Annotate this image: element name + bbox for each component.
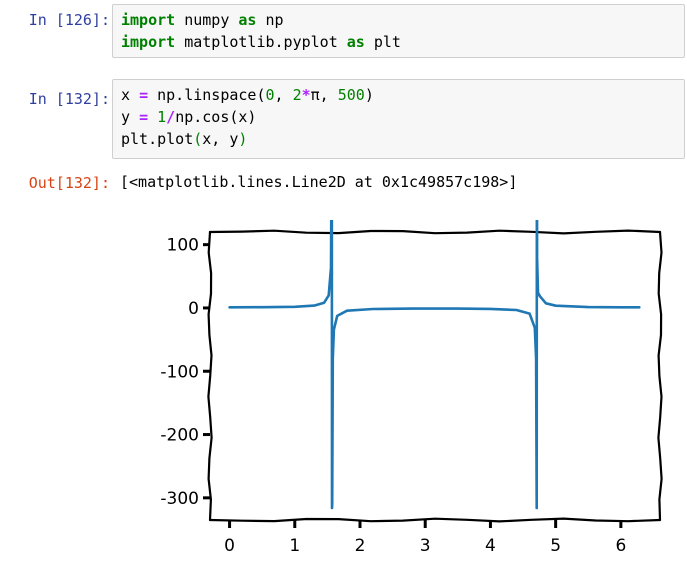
code-line: plt.plot(x, y) xyxy=(121,128,676,150)
x-tick-label: 3 xyxy=(420,536,431,556)
code-token: ) xyxy=(238,130,248,148)
code-line: y = 1/np.cos(x) xyxy=(121,106,676,128)
code-token: np xyxy=(256,11,284,29)
output-prompt: Out[132]: xyxy=(28,174,110,192)
cell-2-prompt: In [132]: xyxy=(28,90,110,108)
y-tick-label: 0 xyxy=(188,299,199,319)
code-token: , xyxy=(274,86,293,104)
output-text: [<matplotlib.lines.Line2D at 0x1c49857c1… xyxy=(120,173,518,191)
code-line: import numpy as np xyxy=(121,9,676,31)
series-line xyxy=(228,220,641,510)
code-token: as xyxy=(238,11,257,29)
code-token: π, xyxy=(310,86,338,104)
code-token: = xyxy=(139,108,149,126)
axes-frame-right xyxy=(657,230,663,522)
code-line: x = np.linspace(0, 2*π, 500) xyxy=(121,84,676,106)
code-cell-1[interactable]: import numpy as np import matplotlib.pypl… xyxy=(112,4,685,58)
y-tick-label: -100 xyxy=(160,362,199,382)
cell-1-prompt: In [126]: xyxy=(28,11,110,29)
code-token: = xyxy=(139,86,149,104)
code-cell-2[interactable]: x = np.linspace(0, 2*π, 500) y = 1/np.cos… xyxy=(112,79,685,159)
axes-frame-top xyxy=(208,229,662,235)
code-token: x, y xyxy=(202,130,239,148)
code-token: 0 xyxy=(265,86,275,104)
code-line: import matplotlib.pyplot as plt xyxy=(121,31,676,53)
axes-frame-left xyxy=(207,230,213,522)
code-token: * xyxy=(301,86,311,104)
code-token: y xyxy=(121,108,140,126)
code-token: 1 xyxy=(157,108,167,126)
y-tick-label: -300 xyxy=(160,489,199,509)
x-tick-label: 5 xyxy=(550,536,561,556)
x-tick-label: 4 xyxy=(485,536,496,556)
x-tick-label: 2 xyxy=(355,536,366,556)
axes-frame-bottom xyxy=(208,517,662,523)
code-token: as xyxy=(346,33,365,51)
code-token: 2 xyxy=(292,86,302,104)
code-token: matplotlib.pyplot xyxy=(175,33,347,51)
code-token: ( xyxy=(193,130,203,148)
code-token: x xyxy=(121,86,140,104)
code-token: plt.plot xyxy=(121,130,194,148)
code-token: numpy xyxy=(175,11,239,29)
code-token: ) xyxy=(364,86,374,104)
code-token: import xyxy=(121,33,176,51)
x-tick-label: 0 xyxy=(224,536,235,556)
y-tick-label: 100 xyxy=(167,236,199,256)
code-token: plt xyxy=(364,33,401,51)
code-token xyxy=(148,108,157,126)
x-tick-label: 1 xyxy=(289,536,300,556)
code-token: / xyxy=(166,108,176,126)
x-tick-label: 6 xyxy=(615,536,626,556)
code-token: 500 xyxy=(337,86,365,104)
code-token: np.linspace( xyxy=(148,86,266,104)
plot-figure: 100 0 -100 -200 -300 0 1 2 3 4 5 6 xyxy=(160,220,663,556)
code-token: import xyxy=(121,11,176,29)
code-token: np.cos(x) xyxy=(175,108,257,126)
y-tick-label: -200 xyxy=(160,426,199,446)
